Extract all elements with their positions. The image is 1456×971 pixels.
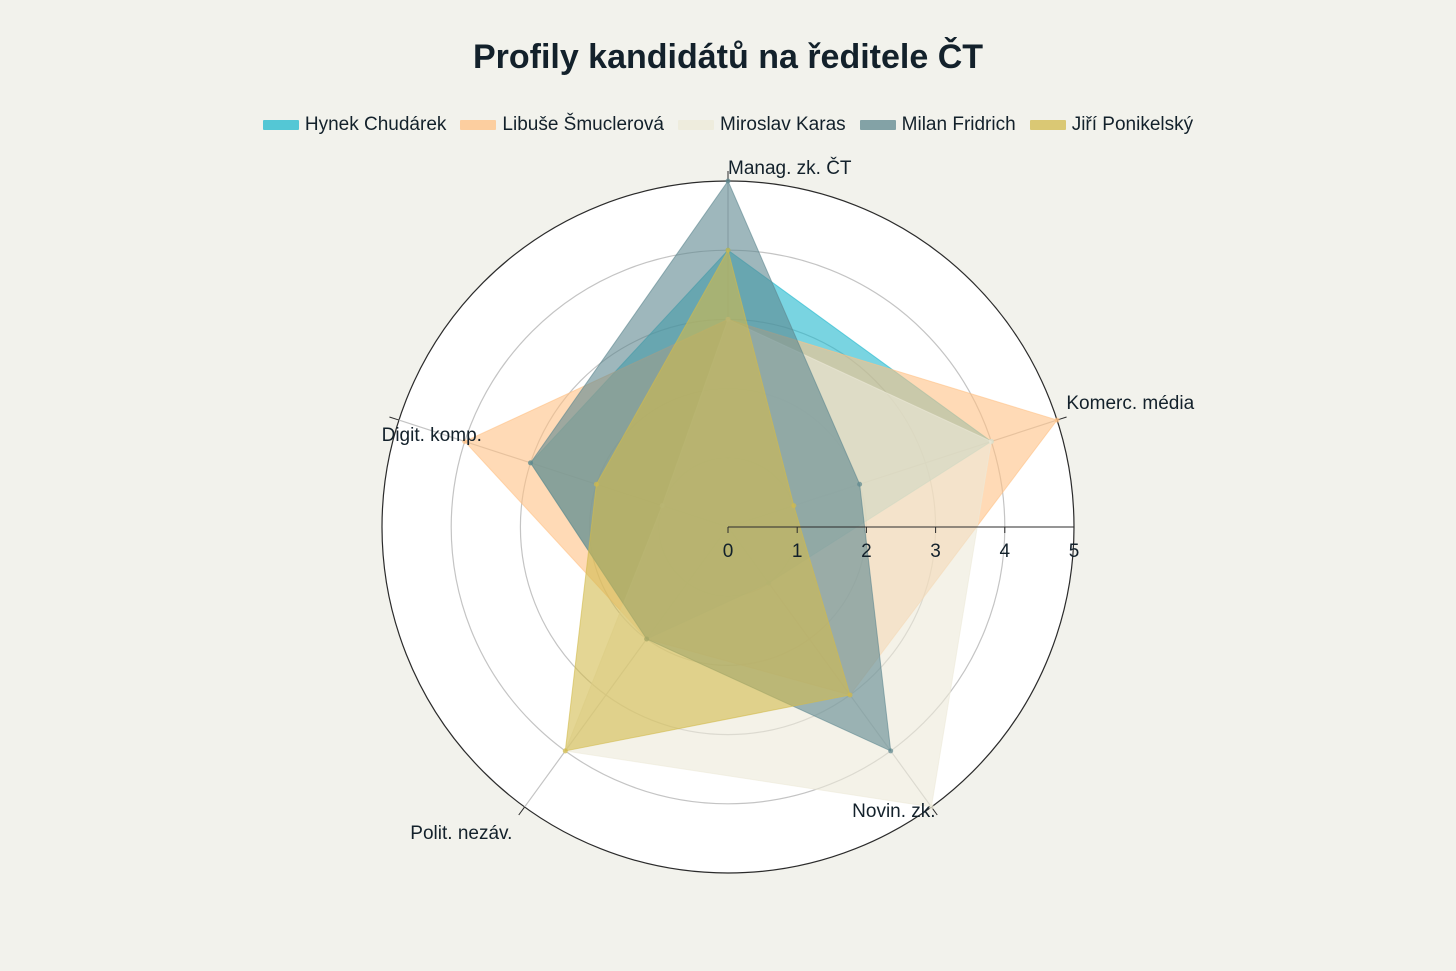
legend-item[interactable]: Miroslav Karas — [678, 114, 846, 136]
legend-item[interactable]: Hynek Chudárek — [262, 114, 447, 136]
data-point[interactable] — [562, 748, 568, 754]
legend-swatch — [460, 120, 497, 130]
data-point[interactable] — [988, 438, 994, 444]
legend: Hynek Chudárek Libuše Šmuclerová Miroslav … — [0, 114, 1456, 136]
legend-item[interactable]: Milan Fridrich — [859, 114, 1016, 136]
data-point[interactable] — [725, 247, 731, 253]
legend-swatch — [1029, 120, 1066, 130]
legend-swatch — [262, 120, 299, 130]
axis-end-tick — [389, 416, 400, 421]
legend-label: Hynek Chudárek — [304, 114, 447, 135]
legend-label: Milan Fridrich — [901, 114, 1016, 135]
axis-label: Manag. zk. ČT — [728, 157, 852, 179]
data-point[interactable] — [462, 438, 468, 444]
legend-item[interactable]: Libuše Šmuclerová — [460, 114, 664, 136]
legend-item[interactable]: Jiří Ponikelský — [1029, 114, 1194, 136]
legend-swatch — [859, 120, 896, 130]
data-point[interactable] — [928, 804, 934, 810]
series-area-5[interactable] — [564, 248, 851, 752]
legend-label: Miroslav Karas — [720, 114, 846, 135]
axis-label: Polit. nezáv. — [410, 823, 512, 844]
axis-label: Novin. zk. — [852, 801, 935, 822]
legend-label: Jiří Ponikelský — [1071, 114, 1194, 135]
chart-title: Profily kandidátů na ředitele ČT — [472, 38, 984, 76]
data-point[interactable] — [888, 748, 894, 754]
data-point[interactable] — [725, 178, 731, 184]
tick-label: 3 — [930, 541, 941, 562]
legend-label: Libuše Šmuclerová — [502, 114, 664, 135]
tick-label: 0 — [723, 541, 734, 562]
data-point[interactable] — [857, 481, 863, 487]
tick-label: 1 — [792, 541, 803, 562]
legend-swatch — [678, 120, 714, 130]
data-point[interactable] — [593, 481, 599, 487]
tick-label: 4 — [1000, 541, 1011, 562]
data-point[interactable] — [791, 503, 797, 509]
data-point[interactable] — [1054, 417, 1060, 423]
data-point[interactable] — [528, 460, 534, 466]
tick-label: 5 — [1069, 541, 1080, 562]
axis-label: Komerc. média — [1066, 393, 1194, 414]
axis-label: Digit. komp. — [382, 425, 482, 446]
axis-end-tick — [518, 806, 526, 816]
tick-label: 2 — [861, 541, 872, 562]
data-point[interactable] — [847, 692, 853, 698]
